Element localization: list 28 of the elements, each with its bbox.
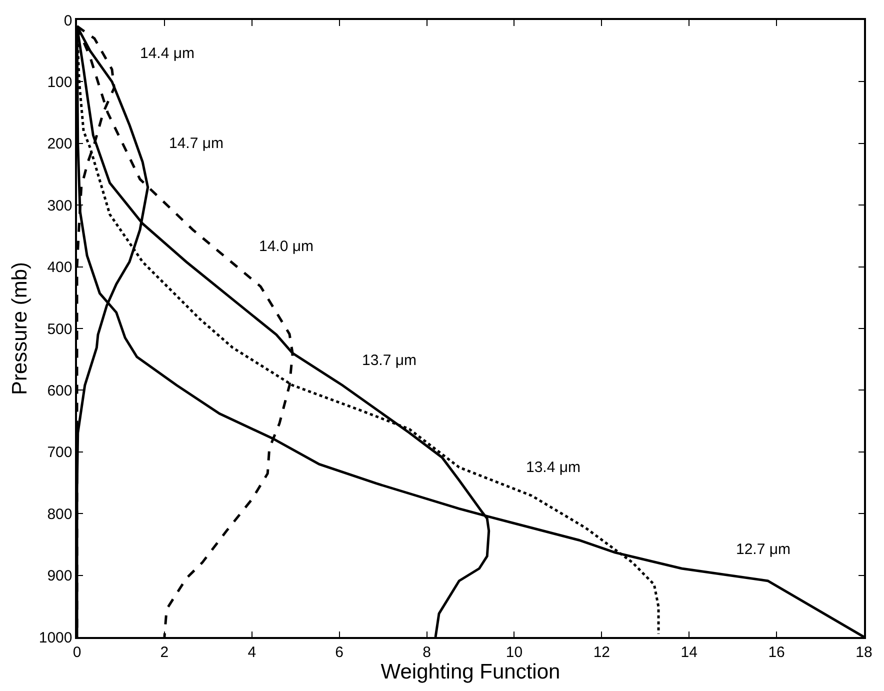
x-axis-title: Weighting Function [380,660,560,684]
x-tick-label: 2 [160,644,169,661]
series-label: 13.4 μm [526,459,580,476]
y-tick-label: 900 [47,568,72,585]
x-tick-label: 10 [506,644,523,661]
series-label: 14.4 μm [140,45,194,62]
x-tick-label: 14 [680,644,698,661]
series-label: 12.7 μm [736,541,790,558]
y-axis-title: Pressure (mb) [8,262,32,396]
series-label: 14.7 μm [169,135,224,152]
y-tick-label: 800 [47,506,72,523]
y-tick-label: 1000 [38,629,72,646]
y-tick-label: 0 [64,12,72,30]
y-tick-label: 200 [47,136,72,153]
y-tick-label: 400 [47,259,72,276]
x-tick-label: 16 [768,644,785,661]
x-tick-label: 4 [248,644,256,661]
x-tick-label: 12 [593,644,610,661]
y-tick-label: 600 [47,382,72,400]
x-tick-label: 18 [856,644,872,661]
series-label: 14.0 μm [259,238,314,255]
y-tick-label: 700 [47,444,72,462]
y-tick-label: 300 [47,197,72,214]
x-tick-label: 6 [335,644,344,661]
y-tick-label: 500 [47,320,72,338]
series-label: 13.7 μm [362,352,416,369]
x-tick-label: 8 [422,644,431,661]
y-tick-label: 100 [47,74,72,91]
